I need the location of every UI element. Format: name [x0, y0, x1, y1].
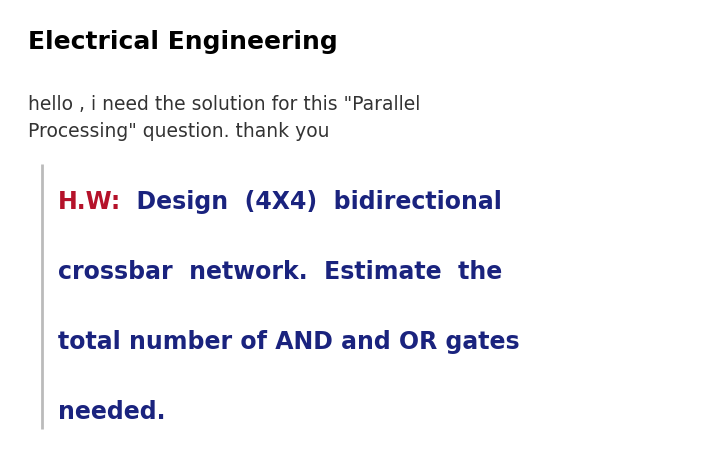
Text: Design  (4X4)  bidirectional: Design (4X4) bidirectional	[120, 190, 502, 213]
Text: needed.: needed.	[58, 399, 166, 423]
Text: Electrical Engineering: Electrical Engineering	[28, 30, 338, 54]
Text: total number of AND and OR gates: total number of AND and OR gates	[58, 329, 520, 353]
Text: Processing" question. thank you: Processing" question. thank you	[28, 122, 330, 141]
Text: hello , i need the solution for this "Parallel: hello , i need the solution for this "Pa…	[28, 95, 420, 114]
Text: H.W:: H.W:	[58, 190, 121, 213]
Text: crossbar  network.  Estimate  the: crossbar network. Estimate the	[58, 259, 503, 283]
